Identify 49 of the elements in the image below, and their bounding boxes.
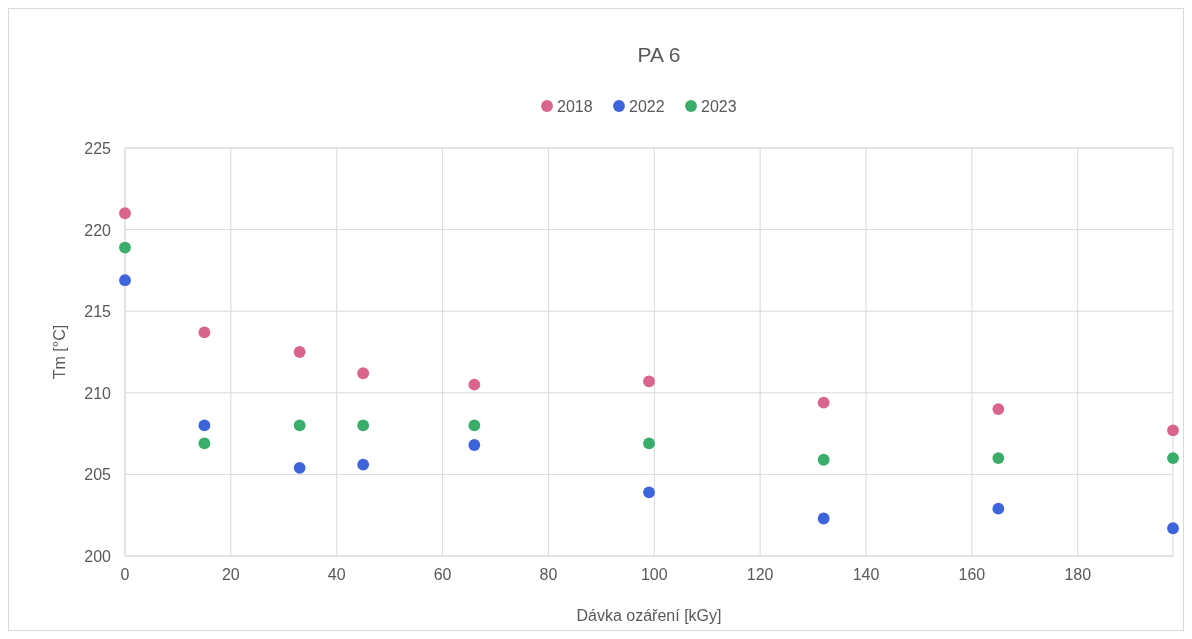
y-tick-label: 215 bbox=[84, 303, 112, 321]
point bbox=[119, 241, 131, 254]
point bbox=[817, 512, 830, 525]
legend-label: 2023 bbox=[701, 98, 737, 115]
point bbox=[643, 437, 655, 450]
point bbox=[1167, 522, 1179, 535]
point bbox=[817, 453, 830, 466]
point bbox=[293, 461, 306, 474]
point bbox=[643, 375, 655, 388]
x-tick-label: 100 bbox=[640, 566, 668, 583]
point bbox=[1167, 452, 1179, 464]
y-axis-title: Tm [°C] bbox=[51, 324, 68, 380]
x-axis-title: Dávka ozáření [kGy] bbox=[576, 607, 722, 624]
point bbox=[643, 486, 655, 499]
point bbox=[198, 326, 211, 339]
point bbox=[357, 367, 370, 380]
legend-label: 2022 bbox=[629, 98, 665, 115]
x-tick-label: 160 bbox=[958, 566, 986, 583]
point bbox=[198, 419, 211, 432]
point bbox=[992, 502, 1005, 515]
y-tick-label: 220 bbox=[84, 221, 112, 239]
y-tick-label: 205 bbox=[84, 466, 112, 484]
point bbox=[992, 452, 1005, 464]
point bbox=[357, 458, 370, 471]
point bbox=[357, 419, 370, 432]
x-tick-label: 40 bbox=[327, 566, 346, 583]
point bbox=[198, 437, 211, 450]
x-tick-label: 20 bbox=[221, 566, 240, 583]
x-tick-label: 80 bbox=[539, 566, 558, 583]
x-tick-label: 140 bbox=[852, 566, 880, 583]
y-tick-label: 200 bbox=[84, 548, 112, 565]
legend-label: 2018 bbox=[557, 98, 593, 115]
x-tick-label: 0 bbox=[120, 566, 130, 583]
point bbox=[817, 396, 830, 409]
point bbox=[468, 439, 481, 451]
point bbox=[468, 419, 481, 432]
y-tick-label: 225 bbox=[84, 140, 112, 157]
point bbox=[293, 346, 306, 358]
point bbox=[293, 419, 306, 432]
x-tick-label: 120 bbox=[746, 566, 774, 583]
point bbox=[992, 403, 1005, 416]
point bbox=[119, 274, 131, 287]
point bbox=[468, 378, 481, 391]
point bbox=[1167, 424, 1179, 437]
chart-title: PA 6 bbox=[637, 43, 681, 66]
x-tick-label: 60 bbox=[433, 566, 452, 583]
point bbox=[119, 207, 131, 220]
y-tick-label: 210 bbox=[84, 384, 112, 402]
x-tick-label: 180 bbox=[1064, 566, 1092, 583]
